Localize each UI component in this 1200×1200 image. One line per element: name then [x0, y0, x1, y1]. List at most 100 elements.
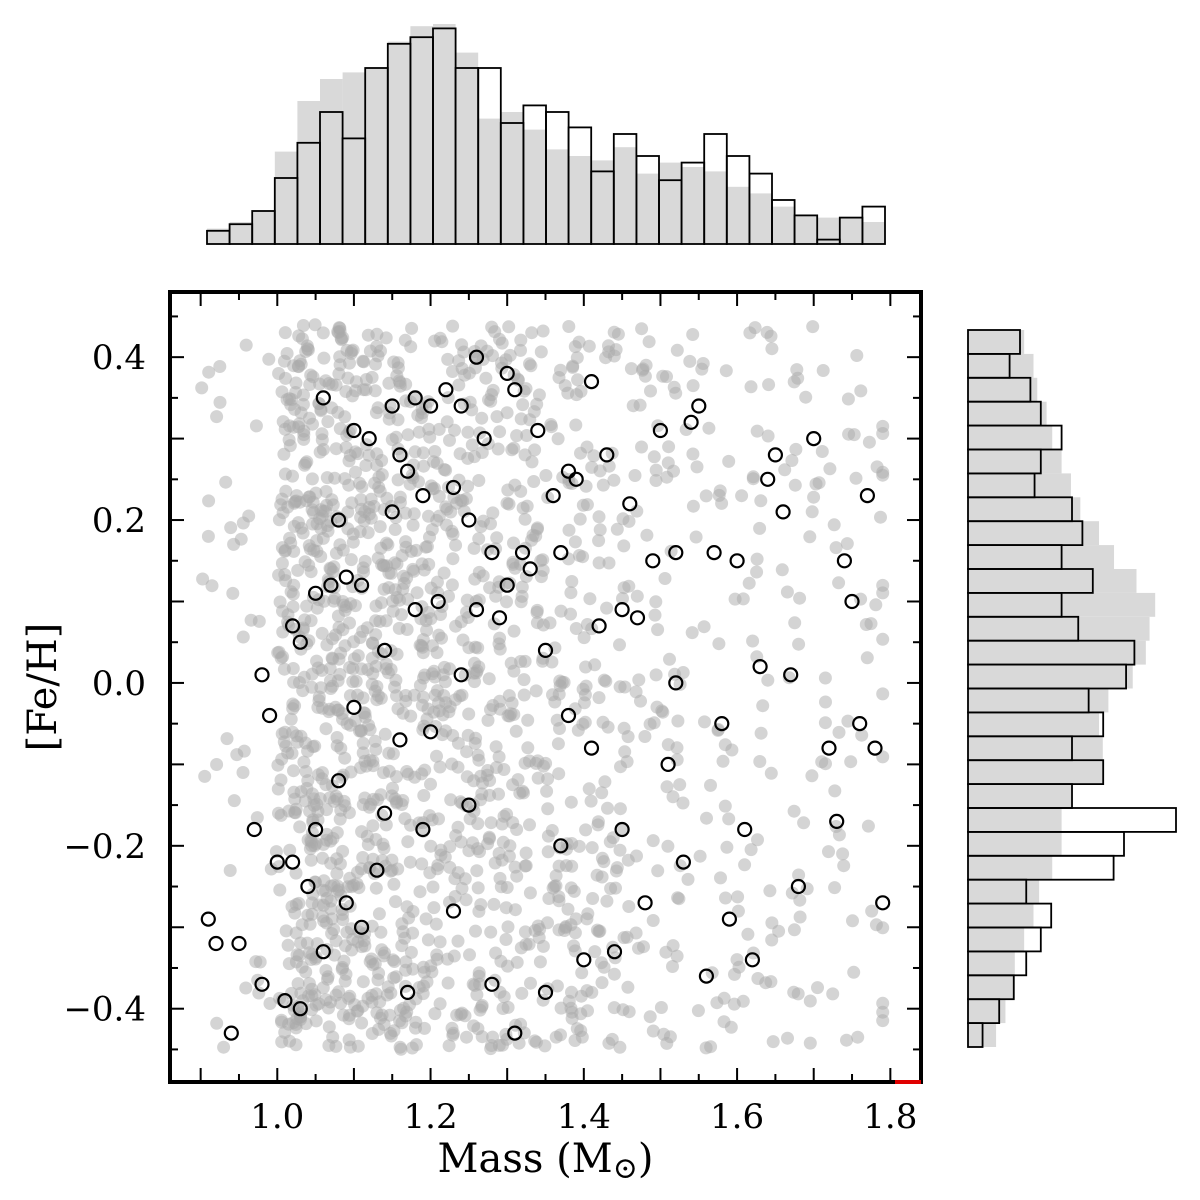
background-point — [766, 1035, 780, 1049]
background-point — [696, 357, 710, 370]
background-point — [201, 529, 215, 543]
background-point — [840, 1033, 853, 1047]
highlight-point — [346, 422, 362, 439]
background-point — [278, 326, 292, 340]
background-point — [250, 811, 264, 825]
background-point — [686, 499, 700, 513]
background-point — [468, 361, 482, 375]
background-point — [461, 425, 475, 439]
background-point — [616, 822, 630, 836]
y-hist-bar-all — [968, 760, 1103, 785]
x-hist-bar-all — [636, 173, 659, 244]
background-point — [663, 652, 676, 666]
background-point — [493, 631, 507, 645]
background-point — [486, 506, 500, 520]
x-tick-label: 1.6 — [710, 1097, 764, 1137]
background-point — [836, 847, 850, 861]
background-point — [344, 553, 358, 567]
highlight-point — [476, 431, 492, 447]
background-point — [491, 442, 505, 456]
background-point — [356, 851, 370, 864]
background-point — [592, 556, 606, 570]
highlight-point — [377, 805, 393, 821]
background-point — [292, 417, 306, 431]
background-point — [465, 438, 479, 452]
highlight-point — [346, 699, 362, 716]
background-point — [829, 541, 843, 555]
background-point — [372, 907, 386, 921]
background-point — [370, 327, 384, 341]
background-point — [860, 651, 874, 665]
highlight-point — [491, 610, 508, 626]
background-point — [792, 637, 806, 651]
background-point — [305, 989, 319, 1003]
highlight-point — [645, 553, 661, 569]
background-point — [448, 423, 461, 437]
background-point — [424, 777, 437, 791]
background-point — [522, 937, 536, 951]
background-point — [635, 440, 648, 454]
background-point — [300, 599, 314, 613]
background-point — [832, 828, 846, 842]
background-point — [306, 417, 319, 431]
background-point — [337, 954, 351, 968]
background-point — [607, 325, 621, 339]
background-point — [224, 521, 238, 535]
background-point — [651, 864, 665, 878]
background-point — [391, 473, 405, 487]
background-point — [700, 811, 713, 825]
background-point — [373, 520, 387, 534]
highlight-point — [415, 821, 431, 838]
background-point — [789, 442, 803, 456]
background-point — [720, 840, 734, 854]
background-point — [421, 933, 435, 947]
background-point — [489, 740, 503, 754]
background-point — [416, 960, 430, 974]
background-point — [704, 778, 717, 792]
background-point — [496, 835, 510, 849]
background-point — [536, 553, 550, 567]
scatter-plot-area: 1.0 1.2 1.4 1.6 1.8 −0.4 −0.2 0.0 0.2 0.4 — [63, 290, 923, 1137]
background-point — [428, 670, 442, 684]
highlight-point — [829, 813, 845, 830]
background-point — [510, 429, 524, 443]
background-point — [764, 975, 778, 989]
background-point — [375, 454, 389, 467]
highlight-point — [507, 1025, 523, 1041]
background-point — [869, 598, 883, 612]
highlight-point — [468, 349, 485, 365]
background-point — [681, 872, 695, 886]
background-point — [545, 824, 559, 837]
highlight-point — [354, 919, 370, 935]
background-point — [399, 955, 413, 969]
background-point — [236, 516, 250, 530]
background-point — [351, 1039, 365, 1053]
background-point — [529, 684, 543, 698]
highlight-point — [407, 390, 423, 406]
background-point — [468, 640, 482, 654]
background-point — [434, 848, 448, 862]
background-point — [593, 523, 607, 537]
highlight-point — [553, 838, 569, 854]
background-point — [475, 411, 489, 425]
background-point — [496, 1002, 510, 1015]
background-point — [621, 980, 635, 994]
background-point — [486, 383, 500, 397]
background-point — [433, 997, 447, 1011]
background-point — [507, 624, 521, 638]
background-point — [321, 415, 335, 429]
background-point — [356, 354, 370, 368]
background-point — [507, 441, 521, 455]
background-point — [742, 576, 756, 590]
highlight-point — [484, 544, 500, 561]
background-point — [582, 339, 596, 353]
highlight-point — [453, 398, 469, 414]
background-point — [602, 556, 616, 570]
background-point — [750, 424, 764, 438]
background-point — [336, 623, 350, 637]
background-point — [249, 419, 263, 433]
background-point — [348, 714, 362, 728]
background-point — [382, 746, 396, 760]
background-point — [482, 830, 496, 844]
background-point — [540, 784, 554, 798]
